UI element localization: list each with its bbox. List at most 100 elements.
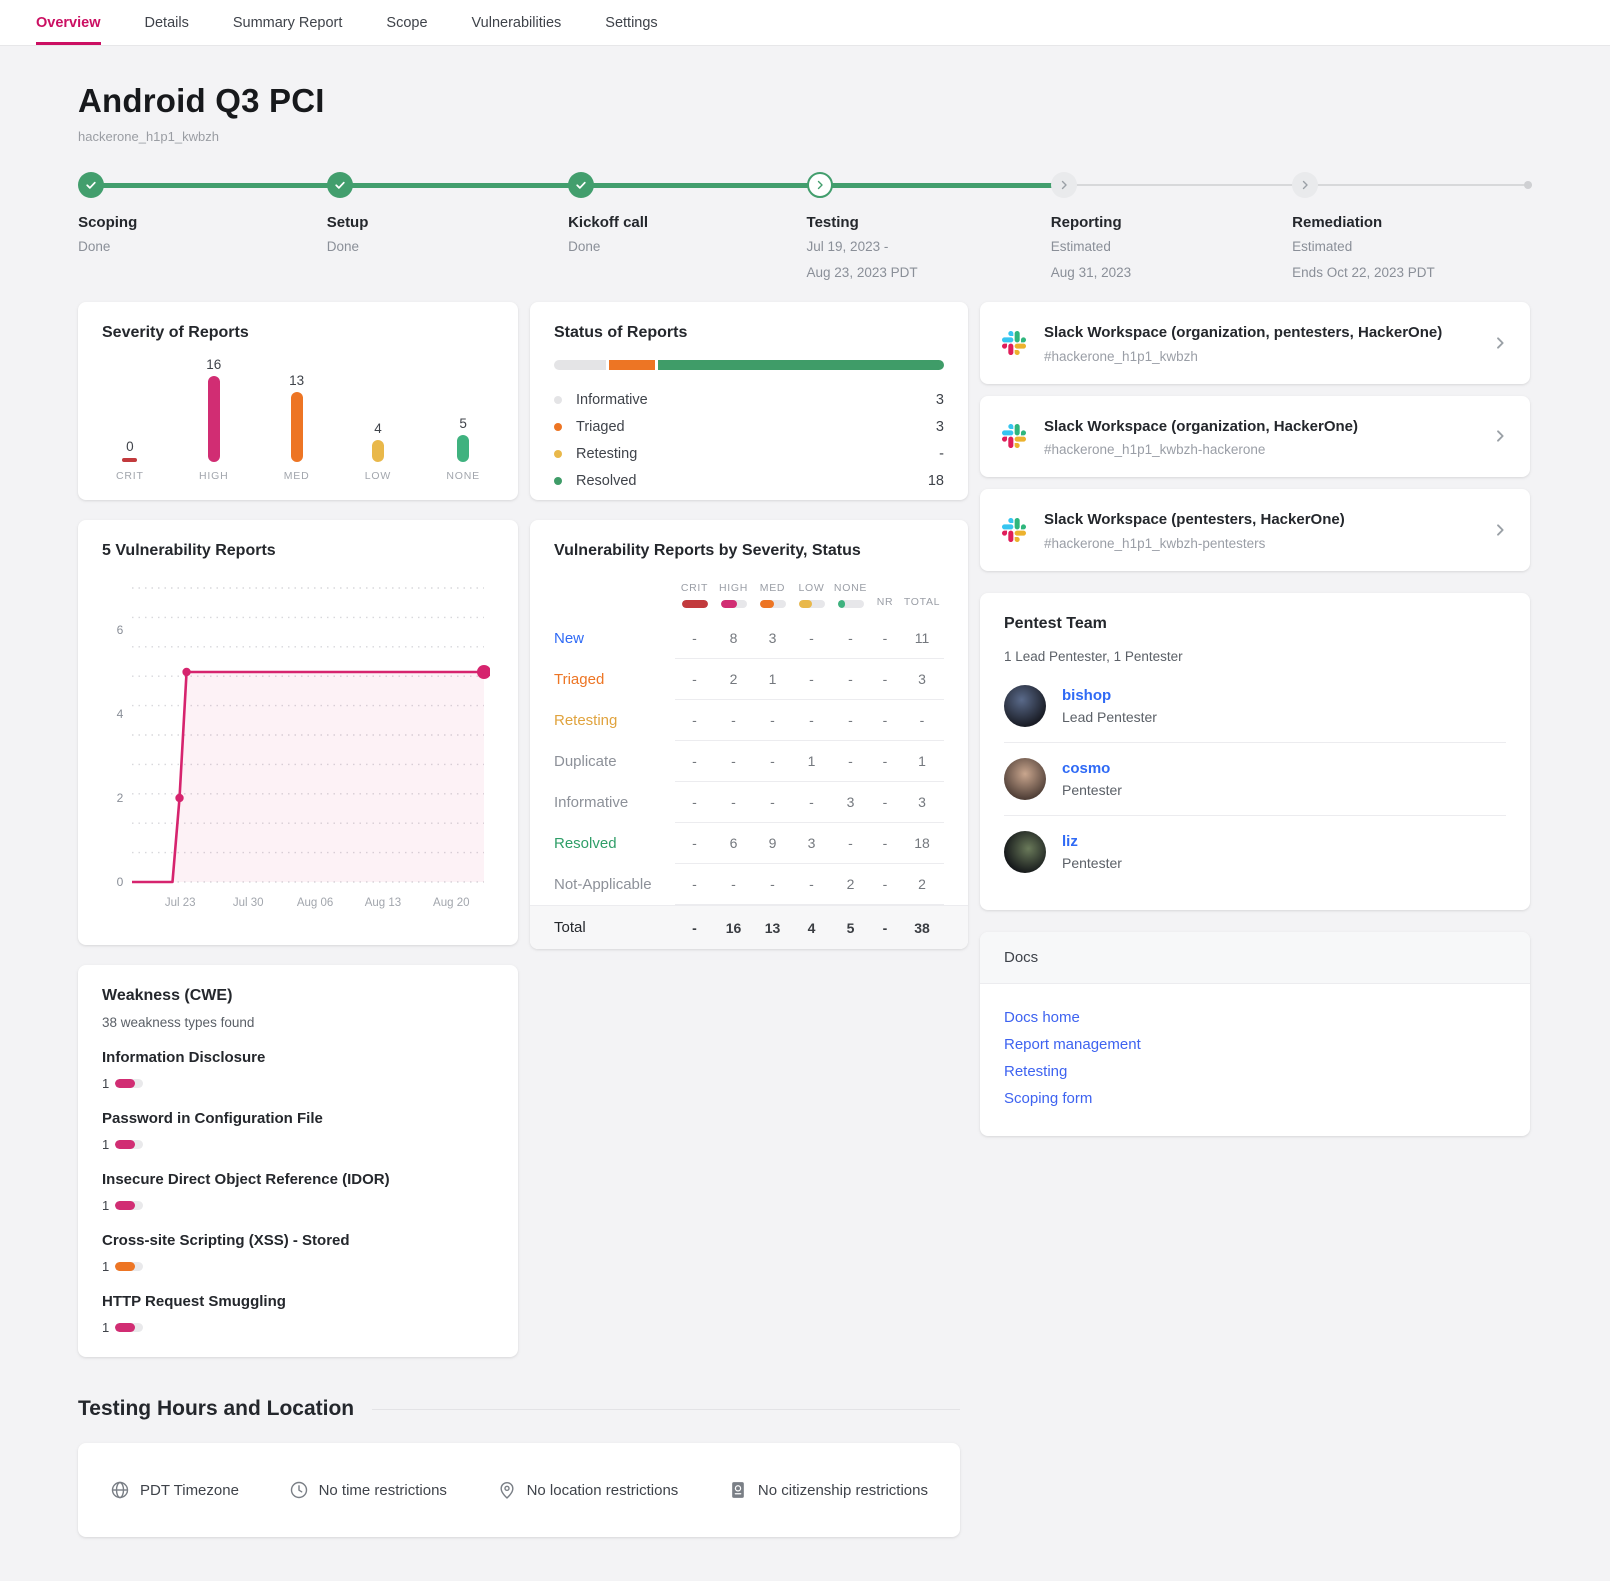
pentest-team-members: bishop Lead Pentester cosmo Pentester liz Pen… bbox=[1004, 670, 1506, 888]
slack-logo-icon bbox=[1002, 330, 1026, 355]
status-card-title: Status of Reports bbox=[554, 324, 688, 341]
bar bbox=[290, 392, 303, 462]
pill-fill bbox=[837, 600, 846, 608]
timeline-node-kickoff-call bbox=[568, 172, 595, 198]
doc-link-report-management[interactable]: Report management bbox=[1004, 1035, 1141, 1053]
weakness-item: Cross-site Scripting (XSS) - Stored 1 bbox=[102, 1232, 494, 1274]
doc-link-docs-home[interactable]: Docs home bbox=[1004, 1008, 1080, 1026]
avatar bbox=[1004, 757, 1046, 800]
testing-hours-label: PDT Timezone bbox=[140, 1481, 239, 1499]
tab-settings[interactable]: Settings bbox=[605, 14, 658, 31]
weakness-pill bbox=[115, 1140, 144, 1149]
timeline-end-dot bbox=[1524, 181, 1532, 189]
chevron-right-icon bbox=[1492, 522, 1508, 538]
cell: - bbox=[848, 630, 853, 646]
cell: - bbox=[731, 753, 736, 769]
cell: - bbox=[692, 630, 697, 646]
cell: - bbox=[882, 671, 888, 687]
globe-icon bbox=[110, 1480, 130, 1500]
stage-detail: Aug 31, 2023 bbox=[1050, 264, 1132, 280]
timeline-label-remediation: Remediation Estimated Ends Oct 22, 2023 PD… bbox=[1292, 214, 1462, 282]
cell: - bbox=[692, 876, 697, 892]
weakness-count: 1 bbox=[102, 1259, 110, 1274]
column-label: NR bbox=[876, 596, 894, 608]
table-row-not-applicable: Not-Applicable - - - - 2 - 2 bbox=[554, 864, 944, 905]
chevron-right-icon bbox=[1492, 335, 1508, 351]
svg-text:0: 0 bbox=[117, 875, 124, 889]
status-legend-row-informative: Informative 3 bbox=[554, 386, 944, 413]
pill-fill bbox=[720, 600, 737, 608]
slack-workspace-card[interactable]: Slack Workspace (pentesters, HackerOne) #… bbox=[980, 489, 1530, 571]
svg-text:Jul 30: Jul 30 bbox=[233, 897, 264, 909]
cell: - bbox=[882, 630, 888, 646]
svg-text:Aug 13: Aug 13 bbox=[365, 897, 401, 909]
row-cells: - 2 1 - - - 3 bbox=[675, 659, 944, 700]
status-legend-row-resolved: Resolved 18 bbox=[554, 467, 944, 494]
row-label: Informative bbox=[554, 794, 629, 811]
table-row-new: New - 8 3 - - - 11 bbox=[554, 618, 944, 659]
member-name-link[interactable]: bishop bbox=[1062, 686, 1112, 704]
status-legend-row-triaged: Triaged 3 bbox=[554, 413, 944, 440]
bar bbox=[122, 458, 138, 462]
total-label: Total bbox=[554, 919, 586, 936]
doc-link-retesting[interactable]: Retesting bbox=[1004, 1062, 1068, 1080]
testing-hours-label: No citizenship restrictions bbox=[757, 1481, 928, 1499]
tab-summary-report[interactable]: Summary Report bbox=[232, 14, 343, 31]
testing-hours-card: PDT Timezone No time restrictions No locat… bbox=[78, 1443, 960, 1537]
vulnerability-table-card: Vulnerability Reports by Severity, Statu… bbox=[530, 520, 968, 949]
status-label: Resolved bbox=[576, 472, 637, 489]
svg-text:Aug 06: Aug 06 bbox=[297, 897, 333, 909]
severity-value: 16 bbox=[206, 357, 222, 372]
tab-overview[interactable]: Overview bbox=[36, 0, 101, 45]
cell: - bbox=[770, 794, 775, 810]
row-cells: - - - - 2 - 2 bbox=[675, 864, 944, 905]
cell: - bbox=[919, 712, 925, 728]
cell: 1 bbox=[768, 671, 777, 687]
row-cells: - - - - 3 - 3 bbox=[675, 782, 944, 823]
cell: - bbox=[692, 753, 697, 769]
weakness-item: Insecure Direct Object Reference (IDOR) 1 bbox=[102, 1171, 494, 1213]
docs-links: Docs home Report management Retesting Scopi… bbox=[980, 984, 1530, 1136]
member-info: bishop Lead Pentester bbox=[1062, 687, 1157, 725]
cell: 18 bbox=[914, 835, 930, 851]
severity-legend-pill bbox=[798, 600, 825, 608]
column-label: LOW bbox=[798, 582, 825, 594]
tab-details[interactable]: Details bbox=[144, 14, 189, 31]
table-row-informative: Informative - - - - 3 - 3 bbox=[554, 782, 944, 823]
table-column-header-high: HIGH bbox=[714, 582, 753, 608]
testing-hours-item: No citizenship restrictions bbox=[728, 1480, 928, 1500]
weakness-card-title: Weakness (CWE) bbox=[102, 987, 233, 1004]
row-cells: ------- bbox=[675, 700, 944, 741]
slack-workspace-card[interactable]: Slack Workspace (organization, pentester… bbox=[980, 302, 1530, 384]
slack-channel-name: #hackerone_h1p1_kwbzh bbox=[1044, 348, 1198, 364]
weakness-cwe-card: Weakness (CWE) 38 weakness types found I… bbox=[78, 965, 518, 1357]
severity-bar-high: 16 HIGH bbox=[199, 357, 228, 482]
row-label: Duplicate bbox=[554, 753, 617, 770]
pill-fill bbox=[115, 1201, 136, 1210]
member-name-link[interactable]: liz bbox=[1062, 832, 1078, 850]
weakness-meter: 1 bbox=[102, 1320, 494, 1335]
status-label: Retesting bbox=[576, 445, 638, 462]
tab-scope[interactable]: Scope bbox=[386, 14, 428, 31]
stage-name: Setup bbox=[326, 214, 369, 231]
severity-legend-pill bbox=[759, 600, 786, 608]
tab-vulnerabilities[interactable]: Vulnerabilities bbox=[471, 14, 562, 31]
table-header-row: CRIT HIGH MED LOW NONE NR TOTAL bbox=[554, 582, 944, 618]
cell: - bbox=[692, 835, 697, 851]
trend-card-title: 5 Vulnerability Reports bbox=[102, 542, 276, 559]
weakness-card-subtitle: 38 weakness types found bbox=[102, 1015, 255, 1030]
table-row-resolved: Resolved - 6 9 3 - - 18 bbox=[554, 823, 944, 864]
doc-link-scoping-form[interactable]: Scoping form bbox=[1004, 1089, 1093, 1107]
severity-of-reports-card: Severity of Reports 0 CRIT 16 HIGH 13 MED 4 LOW… bbox=[78, 302, 518, 500]
status-dot bbox=[554, 422, 562, 431]
weakness-count: 1 bbox=[102, 1076, 110, 1091]
column-label: MED bbox=[759, 582, 786, 594]
slack-workspace-title: Slack Workspace (pentesters, HackerOne) bbox=[1044, 511, 1345, 528]
weakness-pill bbox=[115, 1323, 144, 1332]
member-name-link[interactable]: cosmo bbox=[1062, 759, 1111, 777]
stage-name: Testing bbox=[806, 214, 859, 231]
testing-hours-section: Testing Hours and Location PDT Timezone N… bbox=[78, 1397, 960, 1537]
slack-workspace-card[interactable]: Slack Workspace (organization, HackerOne… bbox=[980, 395, 1530, 477]
column-label: NONE bbox=[833, 582, 868, 594]
cell: - bbox=[731, 712, 736, 728]
